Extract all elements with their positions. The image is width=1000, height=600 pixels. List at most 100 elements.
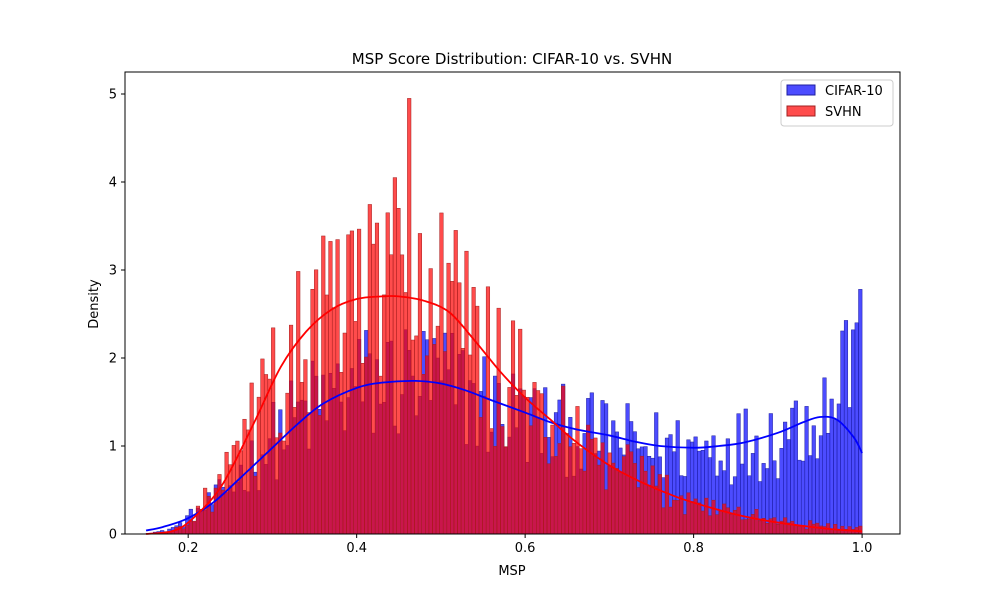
svhn-bar (199, 509, 204, 535)
svhn-bar (260, 358, 265, 535)
svhn-bar (747, 518, 752, 535)
svhn-bar (679, 495, 684, 535)
svhn-bar (775, 524, 780, 535)
svhn-bar (460, 348, 465, 535)
svhn-bar (357, 228, 362, 535)
svhn-bar (396, 208, 401, 535)
svhn-bar (546, 463, 551, 535)
x-tick-label: 0.6 (515, 541, 536, 556)
svhn-bar (697, 502, 702, 535)
svhn-bar (711, 499, 716, 535)
y-axis-ticks: 0 1 2 3 4 5 (109, 88, 125, 543)
svhn-bar (371, 243, 376, 535)
svhn-bar (790, 520, 795, 535)
svhn-bar (274, 437, 279, 535)
svhn-bar (772, 517, 777, 535)
cifar-10-bar (833, 419, 838, 535)
svhn-bar (249, 382, 254, 535)
legend-label-cifar-10: CIFAR-10 (825, 84, 883, 99)
svhn-bar (231, 445, 236, 535)
svhn-bar (682, 514, 687, 535)
svhn-bar (353, 321, 358, 535)
svhn-bar (364, 356, 369, 535)
svhn-bar (281, 440, 286, 535)
svhn-bar (378, 375, 383, 535)
svhn-bar (217, 474, 222, 535)
svhn-bar (743, 519, 748, 535)
cifar-10-bar (800, 460, 806, 535)
svhn-bar (639, 455, 644, 535)
svhn-bar (614, 468, 619, 535)
svhn-bar (829, 529, 834, 535)
svhn-bar (571, 442, 576, 535)
svhn-bar (686, 492, 691, 535)
svhn-bar (765, 523, 770, 535)
svhn-bar (335, 239, 340, 535)
svhn-bar (271, 327, 276, 535)
svhn-bar (428, 268, 433, 535)
svhn-bar (485, 286, 491, 535)
svhn-bar (700, 510, 705, 535)
svhn-bar (439, 212, 444, 535)
svhn-bar (203, 487, 208, 535)
y-tick-label: 1 (109, 440, 117, 455)
svhn-bar (253, 475, 258, 535)
svhn-bar (836, 530, 841, 535)
svhn-bar (596, 464, 601, 535)
svhn-bar (582, 470, 587, 535)
svhn-bar (299, 382, 304, 535)
svhn-bar (421, 374, 426, 535)
svhn-bar (471, 287, 476, 535)
svhn-bar (564, 433, 569, 535)
svhn-bar (314, 269, 319, 535)
svhn-bar (324, 294, 329, 535)
svhn-bar (478, 417, 483, 535)
cifar-10-bar (811, 425, 816, 535)
svhn-bar (654, 485, 659, 535)
svhn-bar (668, 506, 673, 535)
svhn-bar (468, 354, 473, 535)
svhn-bar (500, 426, 505, 535)
svhn-bar (321, 235, 326, 535)
svhn-bar (729, 513, 734, 535)
svhn-bar (507, 387, 512, 535)
x-tick-label: 1.0 (852, 541, 873, 556)
x-tick-label: 0.2 (178, 541, 199, 556)
svhn-bar (181, 528, 186, 535)
svhn-bar (689, 501, 695, 535)
svhn-kde-line (145, 295, 863, 535)
cifar-10-bar (851, 329, 856, 535)
cifar-10-bar (768, 413, 773, 535)
svhn-bar (306, 412, 311, 535)
svhn-bar (360, 363, 365, 535)
legend: CIFAR-10 SVHN (780, 79, 894, 127)
svhn-bar (482, 395, 487, 535)
cifar-10-bar (783, 421, 788, 535)
svhn-bar (303, 359, 308, 535)
cifar-10-bar (743, 408, 748, 535)
svhn-bar (228, 464, 233, 535)
legend-swatch-svhn (786, 105, 816, 117)
svhn-bar (604, 489, 609, 535)
svhn-bar (238, 450, 243, 535)
legend-label-svhn: SVHN (825, 105, 862, 120)
svhn-bar (629, 451, 634, 535)
svhn-bar (600, 442, 605, 535)
svhn-bar (367, 204, 372, 535)
svhn-bar (858, 525, 863, 535)
svhn-bar (414, 335, 419, 535)
svhn-bar (557, 443, 562, 535)
svhn-bar (543, 436, 548, 535)
svhn-bar (804, 528, 809, 535)
svhn-bar (339, 372, 344, 535)
svhn-bar (528, 425, 533, 535)
svhn-bar (392, 177, 397, 535)
legend-swatch-cifar-10 (786, 84, 816, 96)
svhn-bar (650, 465, 655, 535)
svhn-bar (707, 515, 712, 535)
y-tick-label: 4 (109, 176, 117, 191)
cifar-10-bar (818, 435, 823, 535)
svhn-bar (453, 230, 458, 535)
y-tick-label: 2 (109, 352, 117, 367)
cifar-10-bar (793, 400, 798, 535)
